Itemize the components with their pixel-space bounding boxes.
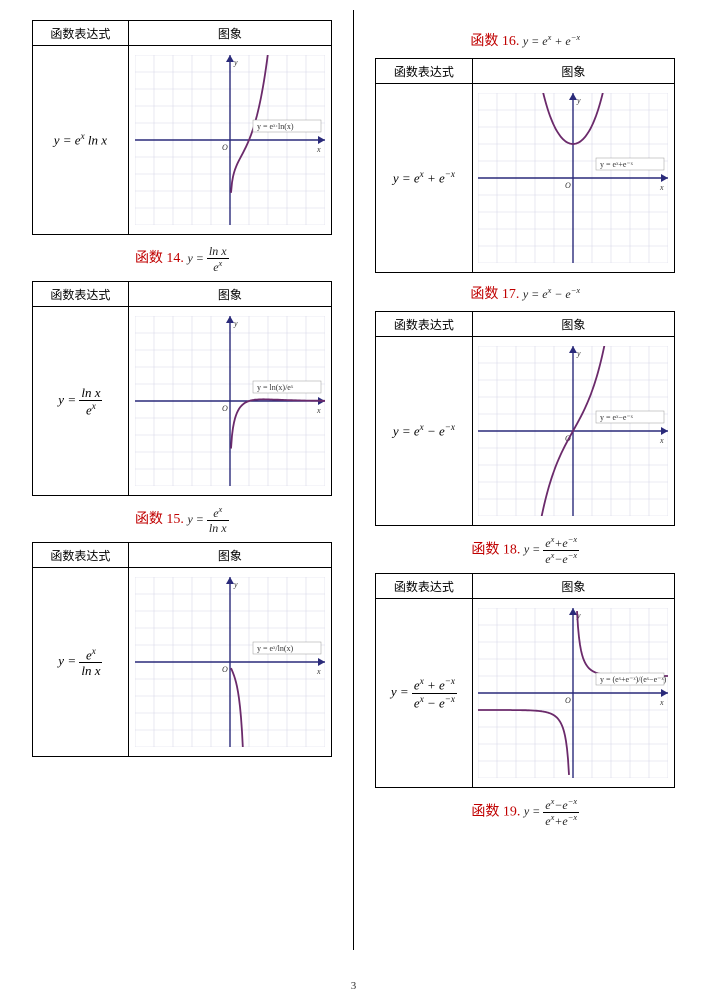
svg-text:y: y (576, 349, 581, 358)
function-plot: O y x y = eˣ·ln(x) (135, 55, 325, 225)
header-expr: 函数表达式 (32, 21, 128, 46)
expression-cell: y = exln x (32, 568, 128, 757)
caption: 函数 16. y = ex + e−x (364, 30, 688, 50)
header-graph: 图象 (472, 574, 675, 599)
caption-formula: y = exln x (187, 512, 228, 526)
header-expr: 函数表达式 (376, 59, 472, 84)
graph-cell: O y x y = eˣ+e⁻ˣ (472, 84, 675, 273)
svg-text:y = eˣ+e⁻ˣ: y = eˣ+e⁻ˣ (600, 160, 634, 169)
function-plot: O y x y = (eˣ+e⁻ˣ)/(eˣ−e⁻ˣ) (478, 608, 668, 778)
header-expr: 函数表达式 (32, 543, 128, 568)
function-table: 函数表达式 图象 y = exln x O y x y = eˣ/ln(x) (32, 542, 332, 757)
svg-text:x: x (316, 145, 321, 154)
svg-text:O: O (222, 404, 228, 413)
right-column: 函数 16. y = ex + e−x 函数表达式 图象 y = ex + e−… (354, 0, 707, 960)
column-divider (353, 10, 354, 950)
function-table: 函数表达式 图象 y = ex + e−xex − e−x O y x y = … (375, 573, 675, 788)
page: 函数表达式 图象 y = ex ln x O y x y = eˣ·ln(x) … (0, 0, 707, 960)
caption-formula: y = ln xex (187, 251, 228, 265)
svg-text:x: x (659, 436, 664, 445)
svg-text:x: x (316, 667, 321, 676)
header-expr: 函数表达式 (376, 312, 472, 337)
caption-label: 函数 16. (470, 34, 519, 49)
caption-formula: y = ex − e−x (523, 287, 580, 301)
header-graph: 图象 (129, 282, 332, 307)
expression-cell: y = ex − e−x (376, 337, 472, 526)
svg-text:y = (eˣ+e⁻ˣ)/(eˣ−e⁻ˣ): y = (eˣ+e⁻ˣ)/(eˣ−e⁻ˣ) (600, 675, 667, 684)
function-table: 函数表达式 图象 y = ex ln x O y x y = eˣ·ln(x) (32, 20, 332, 235)
svg-text:x: x (316, 406, 321, 415)
caption: 函数 18. y = ex+e−xex−e−x (364, 536, 688, 565)
graph-cell: O y x y = ln(x)/eˣ (129, 307, 332, 496)
function-table: 函数表达式 图象 y = ex − e−x O y x y = eˣ−e⁻ˣ (375, 311, 675, 526)
header-expr: 函数表达式 (32, 282, 128, 307)
caption-label: 函数 17. (470, 287, 519, 302)
function-table: 函数表达式 图象 y = ex + e−x O y x y = eˣ+e⁻ˣ (375, 58, 675, 273)
header-graph: 图象 (472, 312, 675, 337)
function-plot: O y x y = ln(x)/eˣ (135, 316, 325, 486)
svg-text:y = eˣ−e⁻ˣ: y = eˣ−e⁻ˣ (600, 413, 634, 422)
caption-label: 函数 18. (471, 542, 520, 557)
header-graph: 图象 (472, 59, 675, 84)
svg-text:O: O (565, 181, 571, 190)
function-plot: O y x y = eˣ−e⁻ˣ (478, 346, 668, 516)
caption: 函数 17. y = ex − e−x (364, 283, 688, 303)
header-expr: 函数表达式 (376, 574, 472, 599)
svg-text:y = eˣ/ln(x): y = eˣ/ln(x) (257, 644, 293, 653)
svg-text:y = ln(x)/eˣ: y = ln(x)/eˣ (257, 383, 294, 392)
caption: 函数 19. y = ex−e−xex+e−x (364, 798, 688, 827)
graph-cell: O y x y = eˣ·ln(x) (129, 46, 332, 235)
svg-text:x: x (659, 698, 664, 707)
caption-label: 函数 14. (135, 251, 184, 266)
caption-label: 函数 19. (471, 804, 520, 819)
svg-text:y: y (576, 96, 581, 105)
graph-cell: O y x y = (eˣ+e⁻ˣ)/(eˣ−e⁻ˣ) (472, 599, 675, 788)
graph-cell: O y x y = eˣ/ln(x) (129, 568, 332, 757)
caption-formula: y = ex−e−xex+e−x (524, 804, 579, 818)
svg-text:x: x (659, 183, 664, 192)
left-column: 函数表达式 图象 y = ex ln x O y x y = eˣ·ln(x) … (0, 0, 354, 960)
svg-text:O: O (565, 696, 571, 705)
function-plot: O y x y = eˣ+e⁻ˣ (478, 93, 668, 263)
svg-text:O: O (222, 665, 228, 674)
caption: 函数 15. y = exln x (20, 506, 344, 534)
svg-text:y: y (233, 580, 238, 589)
graph-cell: O y x y = eˣ−e⁻ˣ (472, 337, 675, 526)
expression-cell: y = ex ln x (32, 46, 128, 235)
page-number: 3 (0, 980, 707, 992)
svg-text:y: y (233, 319, 238, 328)
function-plot: O y x y = eˣ/ln(x) (135, 577, 325, 747)
svg-text:y: y (233, 58, 238, 67)
svg-text:O: O (222, 143, 228, 152)
header-graph: 图象 (129, 543, 332, 568)
svg-text:y = eˣ·ln(x): y = eˣ·ln(x) (257, 122, 294, 131)
caption-formula: y = ex + e−x (523, 34, 580, 48)
caption-formula: y = ex+e−xex−e−x (524, 542, 579, 556)
function-table: 函数表达式 图象 y = ln xex O y x y = ln(x)/eˣ (32, 281, 332, 496)
caption-label: 函数 15. (135, 512, 184, 527)
expression-cell: y = ln xex (32, 307, 128, 496)
caption: 函数 14. y = ln xex (20, 245, 344, 273)
expression-cell: y = ex + e−x (376, 84, 472, 273)
expression-cell: y = ex + e−xex − e−x (376, 599, 472, 788)
header-graph: 图象 (129, 21, 332, 46)
